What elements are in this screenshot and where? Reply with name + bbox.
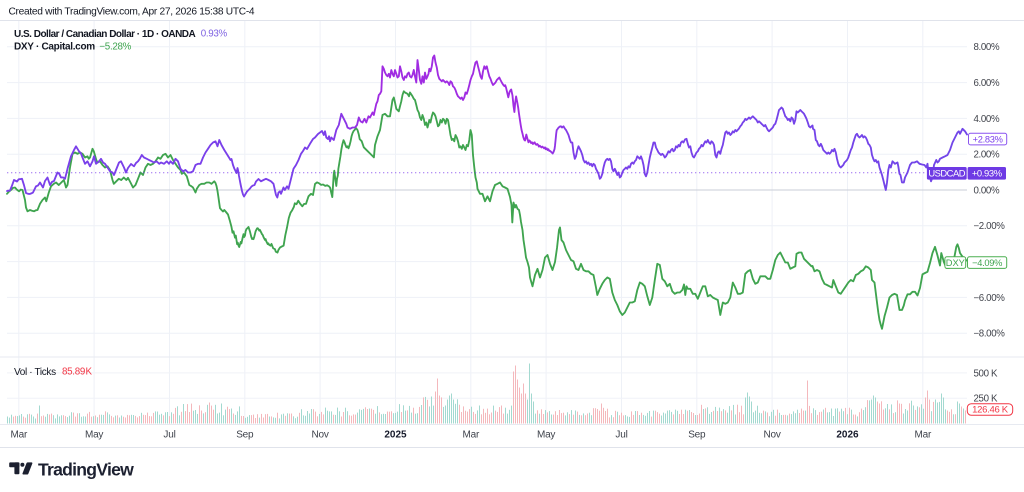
svg-text:250 K: 250 K xyxy=(974,394,998,405)
svg-text:2.00%: 2.00% xyxy=(974,150,1000,161)
svg-text:2025: 2025 xyxy=(384,429,407,440)
svg-text:May: May xyxy=(537,429,555,440)
svg-text:Jul: Jul xyxy=(163,429,175,440)
svg-text:85.89 K: 85.89 K xyxy=(62,367,93,378)
svg-text:U.S. Dollar / Canadian Dollar: U.S. Dollar / Canadian Dollar · 1D · OAN… xyxy=(14,29,196,40)
svg-text:Created with TradingView.com,: Created with TradingView.com, Apr 27, 20… xyxy=(9,7,255,18)
svg-text:Nov: Nov xyxy=(764,429,781,440)
svg-text:8.00%: 8.00% xyxy=(974,42,1000,53)
svg-text:−8.00%: −8.00% xyxy=(974,329,1006,340)
svg-text:Vol · Ticks: Vol · Ticks xyxy=(14,367,56,378)
svg-text:+2.83%: +2.83% xyxy=(973,135,1003,145)
svg-text:Nov: Nov xyxy=(312,429,329,440)
svg-text:Jul: Jul xyxy=(615,429,627,440)
svg-text:TradingView: TradingView xyxy=(38,459,134,479)
svg-text:−2.00%: −2.00% xyxy=(974,221,1006,232)
svg-text:May: May xyxy=(85,429,103,440)
svg-text:−4.09%: −4.09% xyxy=(972,258,1002,268)
svg-text:Mar: Mar xyxy=(10,429,27,440)
svg-text:500 K: 500 K xyxy=(974,368,998,379)
svg-text:0.00%: 0.00% xyxy=(974,185,1000,196)
svg-text:−6.00%: −6.00% xyxy=(974,293,1006,304)
svg-text:−5.28%: −5.28% xyxy=(99,41,131,52)
svg-text:USDCAD: USDCAD xyxy=(928,168,965,179)
svg-text:DXY: DXY xyxy=(946,258,965,268)
svg-text:Sep: Sep xyxy=(236,429,254,440)
svg-text:Sep: Sep xyxy=(688,429,706,440)
svg-text:4.00%: 4.00% xyxy=(974,114,1000,125)
svg-text:+0.93%: +0.93% xyxy=(972,168,1002,179)
svg-text:126.46 K: 126.46 K xyxy=(972,405,1009,416)
svg-text:0.93%: 0.93% xyxy=(201,29,228,40)
svg-text:Mar: Mar xyxy=(914,429,931,440)
svg-text:2026: 2026 xyxy=(836,429,859,440)
svg-text:DXY · Capital.com: DXY · Capital.com xyxy=(14,42,95,53)
svg-text:6.00%: 6.00% xyxy=(974,78,1000,89)
svg-text:Mar: Mar xyxy=(462,429,479,440)
